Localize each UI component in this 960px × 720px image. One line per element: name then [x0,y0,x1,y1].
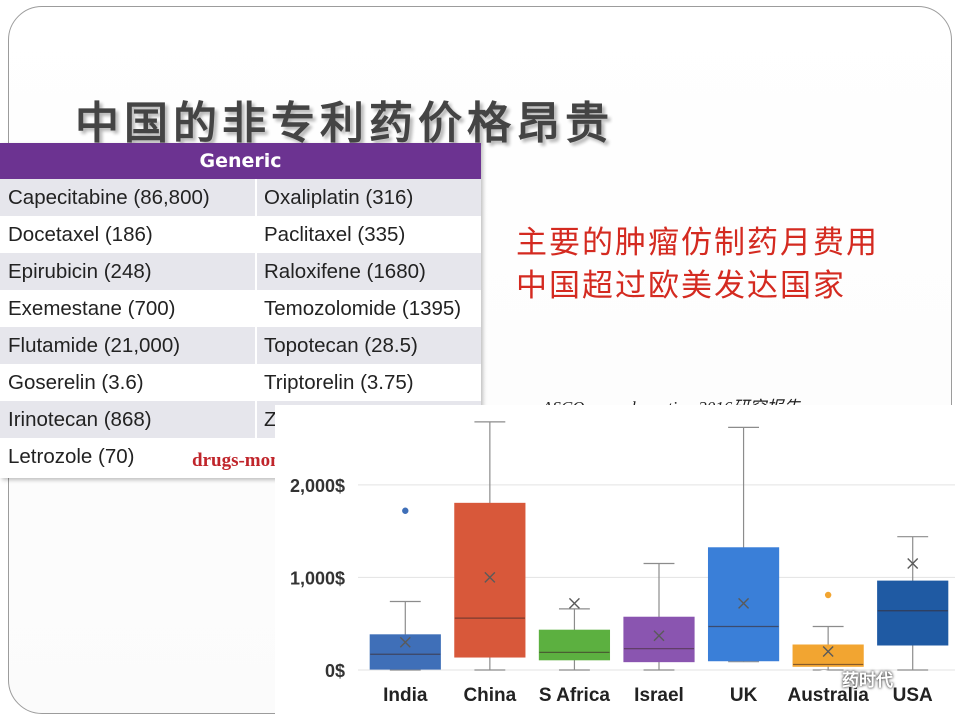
table-cell: Exemestane (700) [8,297,176,320]
box-india [369,507,441,671]
wechat-logo-icon [814,670,842,688]
outlier-point [824,591,832,599]
table-row: Exemestane (700) Temozolomide (1395) [0,290,481,327]
mean-marker [653,630,665,642]
red-note: 主要的肿瘤仿制药月费用 中国超过欧美发达国家 [516,222,879,308]
table-cell: Letrozole (70) [8,445,135,468]
box-china [454,421,526,671]
iqr-box [792,644,864,667]
mean-marker [399,636,411,648]
iqr-box [623,616,695,663]
iqr-box [538,629,611,661]
box-plot-chart: 0$ 1,000$ 2,000$ India China S Africa Israel U… [275,405,960,715]
iqr-box [454,502,526,658]
watermark-text: 药时代 [842,671,893,691]
box-usa [877,536,949,671]
x-tick-label: USA [893,685,933,706]
table-body: Capecitabine (86,800) Oxaliplatin (316) Do… [0,179,481,475]
table-cell: Paclitaxel (335) [264,223,406,246]
table-cell: Temozolomide (1395) [264,297,462,320]
box-uk [707,426,780,663]
table-row: Letrozole (70) [0,438,481,475]
table-cell: Capecitabine (86,800) [8,186,210,209]
x-tick-label: Israel [634,685,684,706]
x-tick-label: China [463,685,516,706]
column-divider [255,327,257,364]
y-tick-label: 0$ [325,661,345,681]
table-cell: Raloxifene (1680) [264,260,426,283]
x-tick-label: Australia [787,685,869,706]
mean-marker [738,597,750,609]
outlier-point [402,507,409,514]
table-cell: Oxaliplatin (316) [264,186,414,209]
column-divider [255,401,257,438]
box-israel [623,562,695,671]
table-row: Capecitabine (86,800) Oxaliplatin (316) [0,179,481,216]
mean-marker [822,645,834,657]
iqr-box [369,634,441,670]
column-divider [255,438,257,475]
table-header: Generic [0,143,481,179]
x-tick-label: UK [730,685,758,706]
red-note-line-2: 中国超过欧美发达国家 [516,268,846,304]
x-tick-label: India [383,685,428,706]
table-row: Flutamide (21,000) Topotecan (28.5) [0,327,481,364]
table-row: Goserelin (3.6) Triptorelin (3.75) [0,364,481,401]
box-australia [792,591,864,671]
table-cell: Goserelin (3.6) [8,371,144,394]
column-divider [255,179,257,216]
red-note-line-1: 主要的肿瘤仿制药月费用 [516,225,879,261]
table-row: Epirubicin (248) Raloxifene (1680) [0,253,481,290]
mean-marker [907,558,919,570]
box-s-africa [538,597,611,671]
table-cell: Topotecan (28.5) [264,334,418,357]
mean-marker [484,571,496,583]
x-tick-label: S Africa [539,685,611,706]
y-tick-label: 2,000$ [290,476,345,496]
table-cell: Irinotecan (868) [8,408,152,431]
column-divider [255,216,257,253]
column-divider [255,253,257,290]
table-cell: Triptorelin (3.75) [264,371,414,394]
column-divider [255,364,257,401]
column-divider [255,290,257,327]
mean-marker [568,597,580,609]
iqr-box [877,580,949,646]
table-cell: Epirubicin (248) [8,260,152,283]
table-cell: Flutamide (21,000) [8,334,181,357]
table-row: Docetaxel (186) Paclitaxel (335) [0,216,481,253]
slide-title: 中国的非专利药价格昂贵 [75,98,614,149]
table-cell: Docetaxel (186) [8,223,153,246]
y-tick-label: 1,000$ [290,568,345,588]
